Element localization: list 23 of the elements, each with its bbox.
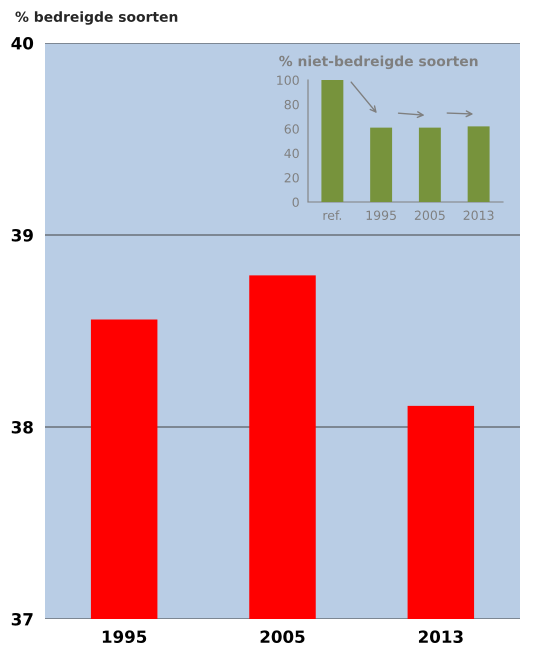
y-tick-label: 40 <box>11 36 34 50</box>
x-tick-label: 2013 <box>418 630 463 644</box>
y-axis-title: % bedreigde soorten <box>15 11 178 25</box>
chart-title: % niet-bedreigde soorten <box>279 56 478 70</box>
y-tick-label: 20 <box>284 173 299 183</box>
y-tick-label: 39 <box>12 228 33 242</box>
x-tick-label: ref. <box>324 210 342 220</box>
y-tick-label: 38 <box>12 420 33 434</box>
y-tick-label: 37 <box>12 612 33 626</box>
bar <box>418 128 441 202</box>
y-tick-label: 0 <box>292 197 299 207</box>
y-tick-label: 40 <box>284 148 299 158</box>
y-tick-label: 80 <box>284 100 299 110</box>
x-tick-label: 2005 <box>260 630 305 644</box>
x-tick-label: 1995 <box>102 630 146 644</box>
y-tick-label: 100 <box>277 75 299 85</box>
bar <box>468 126 490 202</box>
x-tick-label: 2005 <box>414 210 445 220</box>
x-tick-label: 1995 <box>366 210 396 220</box>
bar <box>321 80 344 202</box>
x-tick-label: 2013 <box>464 210 494 220</box>
bar <box>370 128 392 202</box>
y-tick-label: 60 <box>284 124 299 134</box>
